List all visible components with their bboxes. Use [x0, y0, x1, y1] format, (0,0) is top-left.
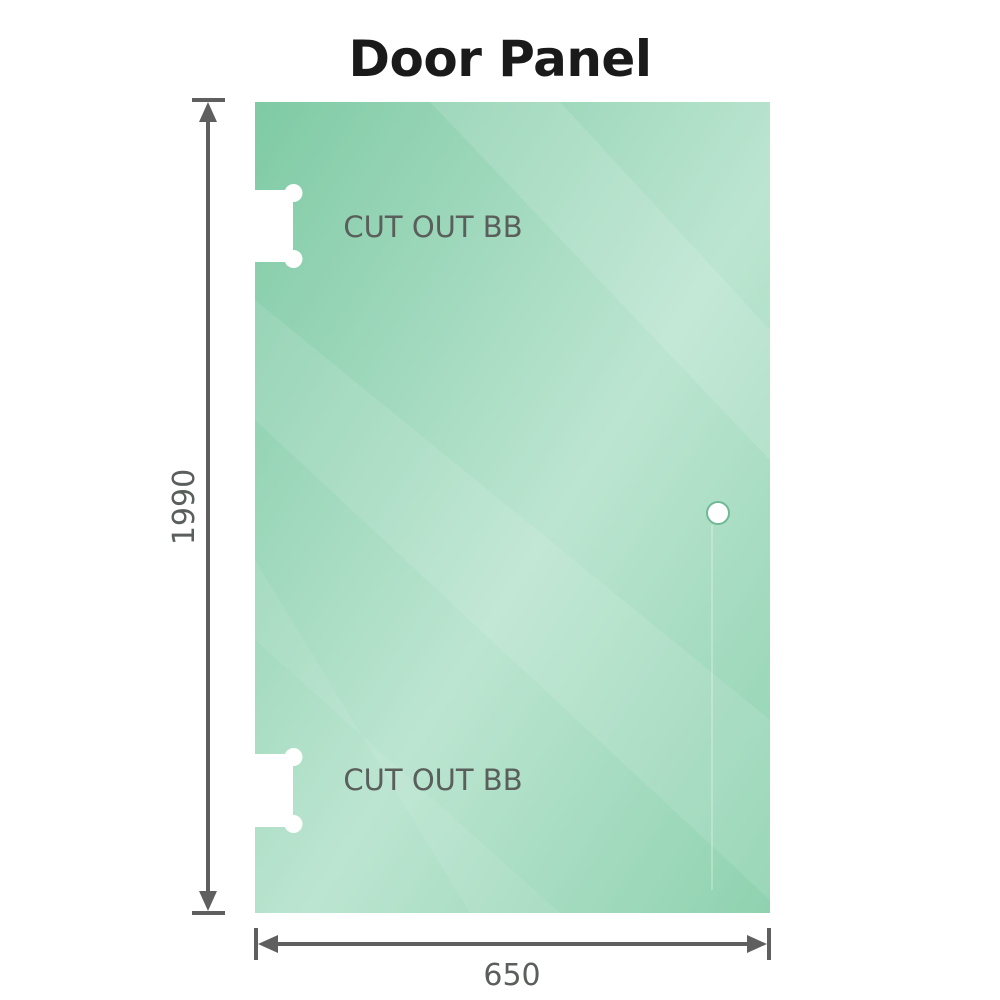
width-dimension: [254, 928, 771, 960]
width-label: 650: [483, 958, 540, 993]
diagram-title: Door Panel: [348, 30, 652, 88]
cutout-label-bottom: CUT OUT BB: [343, 763, 522, 797]
height-label: 1990: [167, 469, 202, 545]
glass-panel: [255, 102, 770, 913]
handle-hole: [706, 501, 730, 525]
cutout-label-top: CUT OUT BB: [343, 210, 522, 244]
height-dimension: [192, 98, 225, 915]
